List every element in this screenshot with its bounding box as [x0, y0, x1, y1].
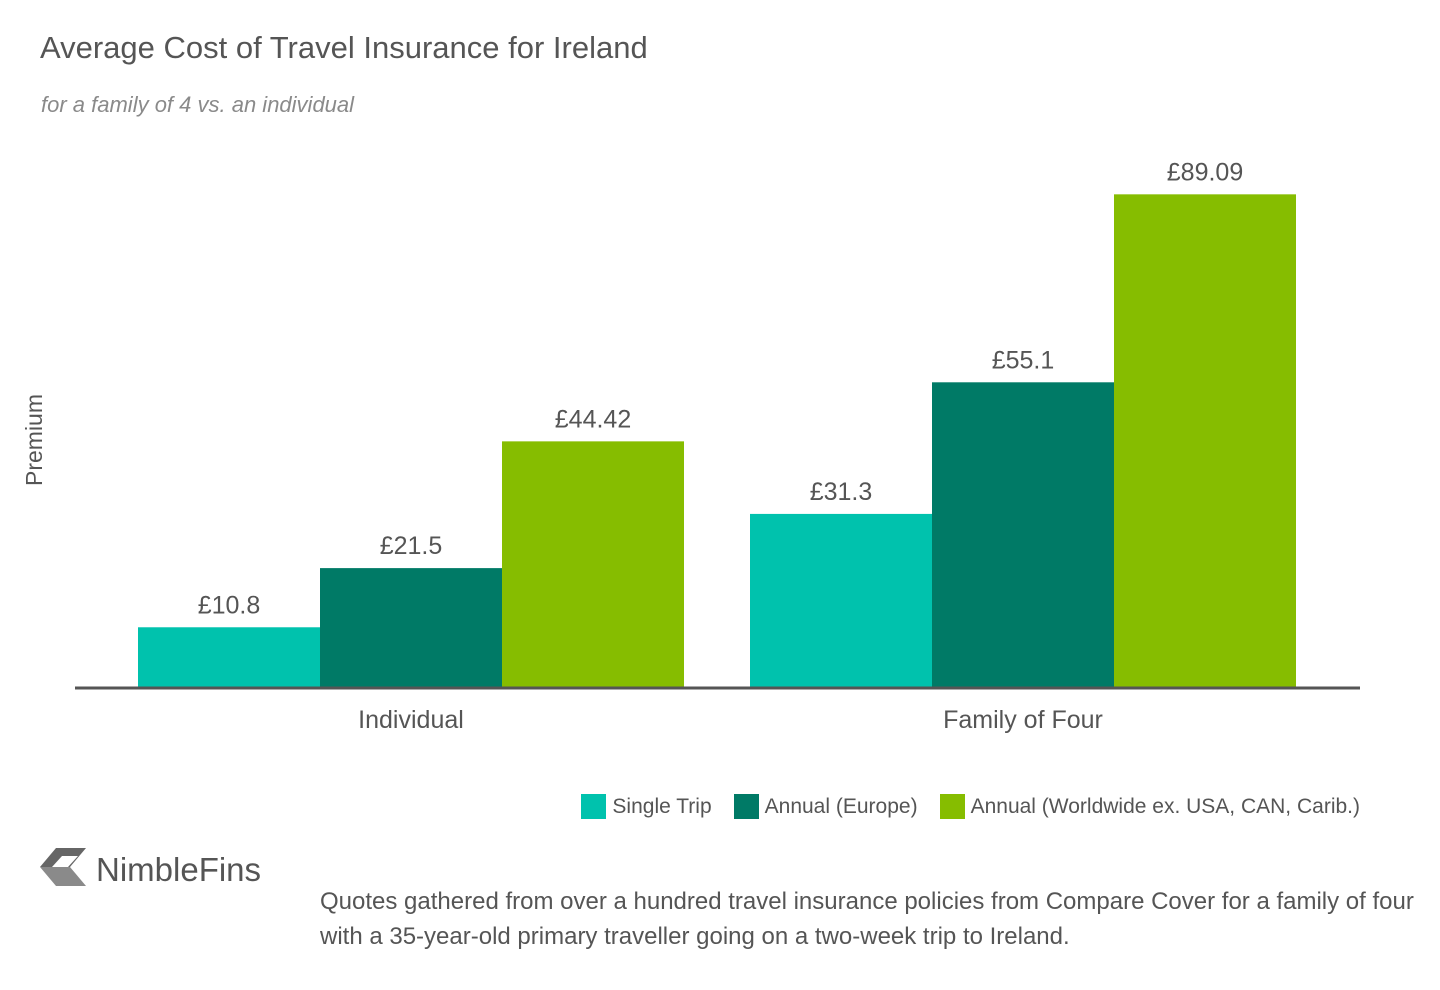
- bar: [932, 382, 1114, 687]
- nimblefins-chevron-icon: [40, 848, 86, 891]
- x-tick-label: Individual: [358, 706, 464, 734]
- legend-item-single-trip: Single Trip: [581, 794, 712, 819]
- legend-label: Annual (Europe): [764, 794, 918, 818]
- bar: [750, 513, 932, 687]
- data-label: £89.09: [1167, 158, 1243, 186]
- x-tick-label: Family of Four: [943, 706, 1103, 734]
- chart-footnote: Quotes gathered from over a hundred trav…: [320, 888, 1414, 950]
- data-label: £21.5: [380, 532, 443, 560]
- legend-item-annual-worldwide: Annual (Worldwide ex. USA, CAN, Carib.): [939, 794, 1360, 819]
- legend-item-annual-europe: Annual (Europe): [733, 794, 918, 819]
- legend-swatch: [939, 794, 965, 819]
- bar: [138, 627, 320, 687]
- data-label: £55.1: [992, 346, 1055, 374]
- bar: [320, 568, 502, 687]
- chart-legend: Single Trip Annual (Europe) Annual (Worl…: [581, 794, 1360, 819]
- brand-logo: NimbleFins: [40, 848, 261, 891]
- data-label: £44.42: [555, 405, 631, 433]
- bar: [1114, 194, 1296, 687]
- legend-label: Annual (Worldwide ex. USA, CAN, Carib.): [970, 794, 1360, 818]
- brand-name: NimbleFins: [96, 850, 262, 888]
- chart-subtitle: for a family of 4 vs. an individual: [41, 92, 355, 117]
- bar-chart: £10.8 £21.5 £44.42 Individual £31.3 £55.1 £89.…: [21, 158, 1360, 734]
- legend-swatch: [581, 794, 607, 819]
- data-label: £10.8: [198, 591, 261, 619]
- bar: [502, 441, 684, 687]
- legend-label: Single Trip: [612, 794, 712, 818]
- y-axis-label: Premium: [21, 394, 47, 486]
- data-label: £31.3: [810, 478, 873, 506]
- legend-swatch: [733, 794, 759, 819]
- chart-title: Average Cost of Travel Insurance for Ire…: [40, 30, 648, 65]
